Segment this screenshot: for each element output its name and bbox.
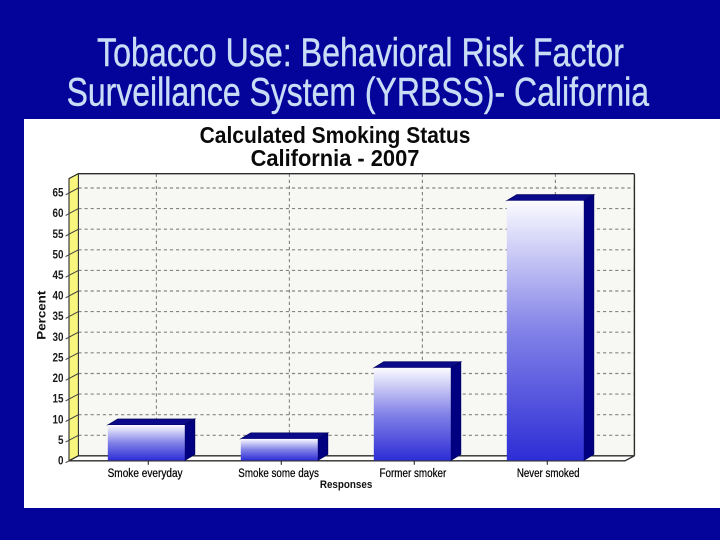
svg-text:Calculated Smoking Status: Calculated Smoking Status <box>200 122 471 148</box>
svg-text:0: 0 <box>58 454 64 468</box>
svg-text:15: 15 <box>53 392 64 406</box>
svg-text:45: 45 <box>53 268 64 282</box>
svg-text:55: 55 <box>53 227 64 241</box>
svg-text:Smoke everyday: Smoke everyday <box>108 468 183 480</box>
svg-text:Surveillance System (YRBSS)- C: Surveillance System (YRBSS)- California <box>67 71 650 115</box>
svg-text:25: 25 <box>53 350 64 364</box>
svg-text:5: 5 <box>58 433 64 447</box>
svg-text:Former smoker: Former smoker <box>380 468 447 480</box>
svg-text:35: 35 <box>53 309 64 323</box>
svg-text:65: 65 <box>53 186 64 200</box>
svg-text:50: 50 <box>53 247 64 261</box>
svg-text:20: 20 <box>53 371 64 385</box>
svg-text:60: 60 <box>53 206 64 220</box>
svg-text:Percent: Percent <box>34 291 48 340</box>
svg-text:Never smoked: Never smoked <box>517 468 580 480</box>
svg-text:10: 10 <box>53 412 64 426</box>
svg-text:Smoke some days: Smoke some days <box>238 468 319 480</box>
svg-text:30: 30 <box>53 330 64 344</box>
svg-text:40: 40 <box>53 289 64 303</box>
svg-text:Tobacco Use: Behavioral Risk F: Tobacco Use: Behavioral Risk Factor <box>97 31 624 75</box>
svg-text:California - 2007: California - 2007 <box>251 145 420 171</box>
svg-text:Responses: Responses <box>320 479 373 491</box>
